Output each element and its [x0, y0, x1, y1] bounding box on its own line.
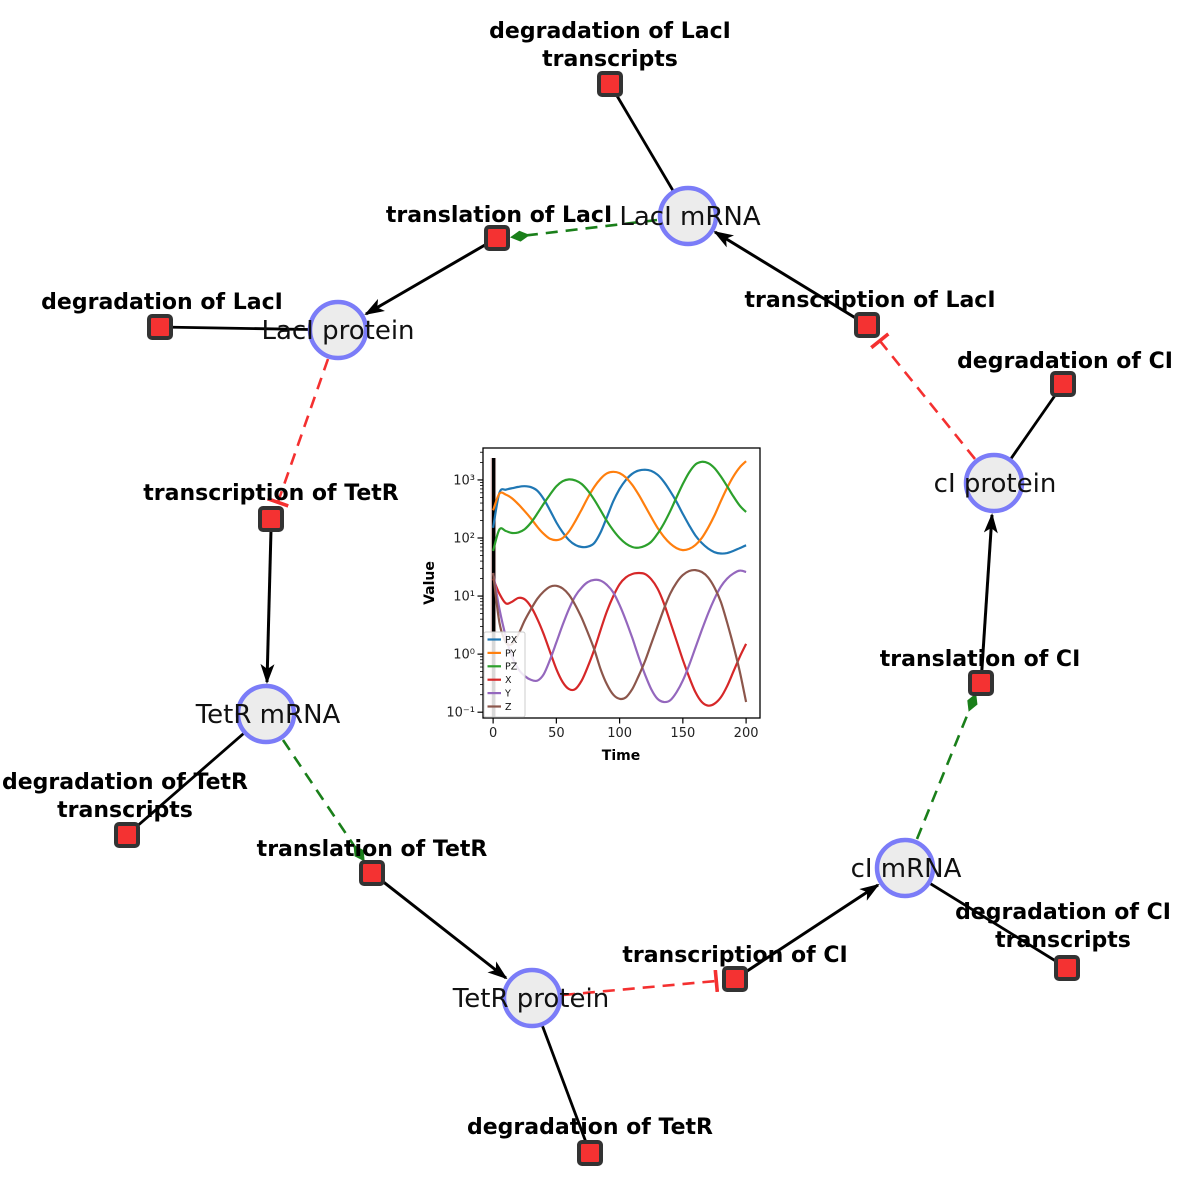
y-tick-label: 10² — [453, 532, 475, 547]
edge-ci-protein-inhibits-transcription-laci — [870, 332, 977, 460]
legend-label-z: Z — [505, 702, 512, 713]
series-z — [492, 568, 748, 703]
species-label-laci-mrna: LacI mRNA — [619, 202, 760, 232]
edge-layer — [126, 83, 1068, 1154]
edge-ci-mrna-to-deg-transcripts — [904, 866, 1068, 970]
series-py — [492, 460, 747, 552]
species-label-tetr-protein: TetR protein — [452, 984, 609, 1014]
reaction-node-deg-tetr-transcripts[interactable] — [114, 822, 140, 848]
edge-tetr-protein-inhibits-transcription-ci — [562, 969, 720, 997]
edge-transcription-ci-to-ci-mrna — [734, 883, 880, 981]
reaction-label-translation-tetr: translation of TetR — [257, 837, 488, 862]
reaction-node-translation-laci[interactable] — [484, 225, 510, 251]
legend-label-y: Y — [504, 689, 511, 700]
edge-translation-ci-to-ci-protein — [979, 513, 998, 684]
edge-translation-tetr-to-tetr-protein — [371, 871, 508, 980]
x-tick-label: 50 — [548, 726, 565, 741]
reaction-label-transcription-ci: transcription of CI — [622, 943, 847, 968]
reaction-node-deg-ci[interactable] — [1050, 371, 1076, 397]
y-tick-label: 10¹ — [453, 590, 475, 605]
reaction-label-deg-tetr-transcripts-2: transcripts — [57, 798, 193, 823]
legend-label-py: PY — [505, 648, 517, 659]
species-node-laci-protein[interactable] — [307, 299, 369, 361]
reaction-node-deg-laci[interactable] — [147, 314, 173, 340]
reaction-label-deg-tetr-transcripts-1: degradation of TetR — [2, 770, 248, 795]
species-label-ci-protein: cI protein — [934, 469, 1057, 499]
species-node-tetr-protein[interactable] — [501, 967, 563, 1029]
species-node-ci-protein[interactable] — [963, 452, 1025, 514]
reaction-node-deg-laci-transcripts[interactable] — [597, 71, 623, 97]
reaction-label-transcription-tetr: transcription of TetR — [143, 481, 399, 506]
reaction-label-transcription-laci: transcription of LacI — [744, 288, 995, 313]
edge-laci-protein-inhibits-transcription-tetr — [266, 358, 330, 508]
reaction-node-translation-tetr[interactable] — [359, 860, 385, 886]
inset-timeseries-chart: 10⁻¹ 10⁰ 10¹ 10² 10³ 0 50 100 150 200 Value Time … — [420, 430, 780, 775]
series-y — [492, 569, 747, 704]
x-tick-label: 0 — [489, 726, 497, 741]
edge-translation-laci-to-laci-protein — [364, 236, 498, 316]
edge-laci-mrna-to-translation — [510, 218, 658, 242]
legend-label-px: PX — [505, 635, 518, 646]
species-node-laci-mrna[interactable] — [657, 185, 719, 247]
edge-tetr-mrna-to-translation — [281, 739, 365, 862]
species-label-tetr-mrna: TetR mRNA — [195, 700, 341, 730]
reaction-label-deg-tetr: degradation of TetR — [467, 1115, 713, 1140]
edge-ci-mrna-to-translation — [915, 693, 978, 840]
axes-frame — [482, 447, 761, 719]
y-tick-label: 10⁰ — [453, 648, 475, 663]
chart-axes: 10⁻¹ 10⁰ 10¹ 10² 10³ 0 50 100 150 200 — [446, 447, 761, 741]
x-tick-label: 100 — [607, 726, 632, 741]
series-x — [492, 571, 748, 707]
reaction-label-deg-laci: degradation of LacI — [41, 290, 283, 315]
species-label-ci-mrna: cI mRNA — [851, 854, 962, 884]
reaction-node-transcription-laci[interactable] — [854, 312, 880, 338]
reaction-label-deg-ci-transcripts-1: degradation of CI — [955, 900, 1171, 925]
label-layer: LacI mRNA LacI protein cI protein TetR m… — [2, 19, 1173, 1140]
reaction-node-deg-tetr[interactable] — [577, 1140, 603, 1166]
reaction-label-translation-laci: translation of LacI — [386, 203, 612, 228]
series-pz — [492, 460, 747, 552]
y-tick-label: 10⁻¹ — [446, 706, 475, 721]
chart-plot-area — [490, 458, 748, 718]
species-layer — [235, 185, 1025, 1029]
chart-ylabel: Value — [422, 561, 438, 605]
chart-legend: PX PY PZ XYZ — [483, 631, 526, 718]
reaction-label-deg-laci-transcripts-2: transcripts — [542, 47, 678, 72]
edge-transcription-laci-to-laci-mrna — [713, 230, 868, 327]
reaction-label-translation-ci: translation of CI — [880, 647, 1081, 672]
y-tick-label: 10³ — [453, 473, 475, 488]
legend-label-pz: PZ — [505, 662, 518, 673]
legend-label-x: X — [505, 675, 512, 686]
series-px — [492, 468, 747, 555]
species-label-laci-protein: LacI protein — [261, 316, 414, 346]
reaction-layer — [114, 71, 1080, 1166]
reaction-label-deg-ci: degradation of CI — [957, 349, 1173, 374]
reaction-label-deg-laci-transcripts-1: degradation of LacI — [489, 19, 731, 44]
reaction-node-deg-ci-transcripts[interactable] — [1054, 955, 1080, 981]
species-node-tetr-mrna[interactable] — [235, 683, 297, 745]
reaction-node-transcription-ci[interactable] — [722, 966, 748, 992]
chart-xlabel: Time — [602, 748, 640, 764]
x-tick-label: 200 — [734, 726, 759, 741]
reaction-node-translation-ci[interactable] — [968, 670, 994, 696]
edge-tetr-mrna-to-deg-transcripts — [126, 712, 267, 837]
reaction-node-transcription-tetr[interactable] — [258, 506, 284, 532]
x-tick-label: 150 — [670, 726, 695, 741]
reaction-label-deg-ci-transcripts-2: transcripts — [995, 928, 1131, 953]
edge-transcription-tetr-to-tetr-mrna — [260, 529, 275, 684]
species-node-ci-mrna[interactable] — [874, 837, 936, 899]
